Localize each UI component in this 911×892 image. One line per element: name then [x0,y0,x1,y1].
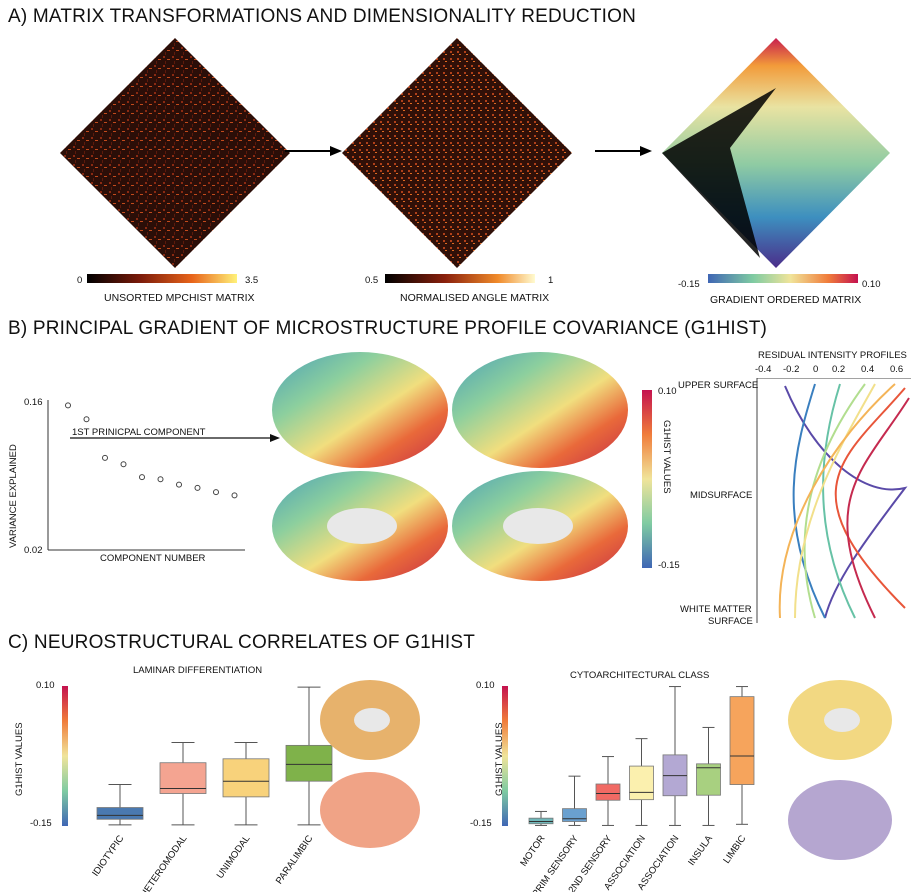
colorbar-gradient [708,274,858,283]
cyto-brain-lateral [788,780,892,860]
tick: 0.6 [890,364,904,375]
profiles-upper: UPPER SURFACE [678,380,759,391]
tick: 0.4 [861,364,875,375]
scree-point [120,461,127,468]
box [729,696,755,785]
cyto-y-top: 0.10 [476,680,495,691]
box [562,808,587,822]
box [595,783,621,801]
scree-xlabel: COMPONENT NUMBER [100,553,206,564]
laminar-title: LAMINAR DIFFERENTIATION [133,665,263,676]
profiles-white: WHITE MATTER [680,604,752,615]
panel-a-title: A) MATRIX TRANSFORMATIONS AND DIMENSIONA… [8,6,637,27]
cb3-min: -0.15 [678,279,700,290]
profiles-mid: MIDSURFACE [690,490,753,501]
cb3-max: 0.10 [862,279,881,290]
scree-point [65,402,71,409]
box-category-label: IDIOTYPIC [90,833,126,878]
tick: 0 [813,364,819,375]
box-category-label: INSULA [686,833,715,868]
cyto-y-bottom: -0.15 [470,818,492,829]
scree-point [157,476,164,483]
laminar-y-top: 0.10 [36,680,55,691]
g1-colorbar [642,390,652,568]
caption-gradient: GRADIENT ORDERED MATRIX [710,294,862,306]
unsorted-matrix [60,38,290,268]
cb2-min: 0.5 [365,275,379,286]
scree-point [213,489,219,496]
panel-a-matrices [60,38,890,283]
scree-ylabel: VARIANCE EXPLAINED [8,444,19,548]
box [96,807,144,820]
box-category-label: HETEROMODAL [138,833,189,892]
scree-point [176,481,182,488]
panel-b-title: B) PRINCIPAL GRADIENT OF MICROSTRUCTURE … [8,318,768,339]
scree-y-bottom: 0.02 [24,545,43,556]
box [285,744,333,782]
scree-point [83,416,90,423]
g1-cb-max: 0.10 [658,386,677,397]
tick: -0.4 [755,364,772,375]
g1-cb-label: G1HIST VALUES [661,420,672,494]
laminar-brain-lateral [320,772,420,848]
cyto-colorbar [502,686,508,826]
tick: 0.2 [832,364,846,375]
boxplots: IDIOTYPIC HETEROMODAL UNIMODAL PARALIMBIC M… [62,680,892,892]
laminar-colorbar [62,686,68,826]
box-category-label: PARALIMBIC [274,833,316,886]
box [629,765,654,801]
cb2-max: 1 [548,275,554,286]
cb1-max: 3.5 [245,275,259,286]
brain-lateral-right [452,352,628,468]
scree-annotation: 1ST PRINICPAL COMPONENT [72,427,206,438]
profiles-plot [756,378,911,623]
colorbar-normalised [385,274,535,283]
profiles-title: RESIDUAL INTENSITY PROFILES [758,350,907,361]
caption-unsorted: UNSORTED MPCHIST MATRIX [104,292,255,304]
cyto-title: CYTOARCHITECTURAL CLASS [570,670,710,681]
box-category-label: MOTOR [518,833,547,868]
cb1-min: 0 [77,275,83,286]
profiles-surface: SURFACE [708,616,753,627]
box-category-label: LIMBIC [721,833,748,865]
box [528,817,554,825]
scree-point [102,454,108,461]
scree-point [139,474,145,481]
box [222,758,270,798]
brain-surfaces [272,352,628,581]
box-category-label: UNIMODAL [215,833,253,880]
colorbar-unsorted [87,274,237,283]
scree-point [231,492,238,499]
scree-plot [47,400,280,551]
g1-cb-min: -0.15 [658,560,680,571]
laminar-y-bottom: -0.15 [30,818,52,829]
brain-lateral-left [272,352,448,468]
scree-y-top: 0.16 [24,397,43,408]
panel-c-title: C) NEUROSTRUCTURAL CORRELATES OF G1HIST [8,632,476,653]
tick: -0.2 [783,364,800,375]
box [696,763,721,796]
profiles-ticks: -0.4 -0.2 0 0.2 0.4 0.6 [755,364,911,378]
normalised-matrix [342,38,572,268]
caption-normalised: NORMALISED ANGLE MATRIX [400,292,550,304]
scree-point [194,484,201,491]
